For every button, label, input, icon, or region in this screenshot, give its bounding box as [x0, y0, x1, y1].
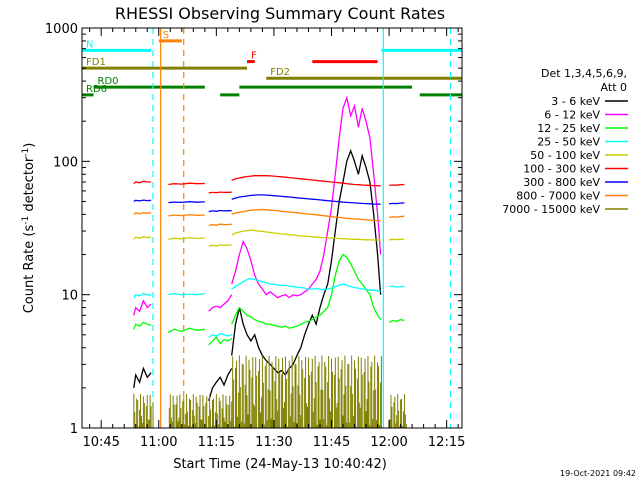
x-tick-label: 12:00 [370, 435, 407, 450]
indicator-label-fd1: FD1 [86, 57, 106, 68]
y-axis-label-end: ) [22, 143, 37, 148]
series-line [133, 180, 152, 185]
series-line [168, 214, 205, 217]
x-tick-label: 12:15 [428, 435, 465, 450]
y-axis-label-main: Count Rate (s [22, 225, 37, 314]
series-layer [133, 95, 407, 428]
series-line [208, 336, 233, 346]
x-axis-label: Start Time (24-May-13 10:40:42) [173, 457, 387, 472]
legend-entry-label: 100 - 300 keV [523, 163, 600, 176]
series-12-25-kev [133, 253, 405, 346]
series-line [168, 236, 205, 240]
axes: 1 10 100 1000 10:45 11:00 11:15 11:30 11:45 12:00… [45, 22, 465, 450]
y-tick-label: 1 [70, 422, 78, 437]
series-line [133, 292, 152, 298]
indicator-label-fd2: FD2 [270, 67, 290, 78]
series-line [168, 182, 205, 186]
series-line [133, 299, 152, 316]
x-tick-label: 10:45 [82, 435, 119, 450]
series-line [388, 318, 405, 323]
legend-entry-label: 800 - 7000 keV [516, 190, 600, 203]
series-line [231, 229, 381, 241]
series-line [208, 368, 233, 401]
series-100-300-kev [133, 174, 405, 194]
series-line [389, 183, 405, 187]
legend-header-2: Att 0 [601, 81, 627, 94]
series-line [208, 244, 232, 248]
indicator-label-s: S [163, 30, 169, 41]
series-line [389, 202, 405, 205]
series-line [208, 209, 232, 213]
plot-frame [81, 27, 463, 429]
series-line [133, 321, 152, 330]
series-line [168, 201, 205, 204]
series-line [168, 292, 205, 296]
series-7000-15000-kev [133, 355, 407, 428]
series-25-50-kev [133, 277, 405, 338]
legend-entry-label: 25 - 50 keV [537, 136, 600, 149]
y-tick-label: 10 [61, 289, 78, 304]
series-800-7000-kev [133, 208, 405, 227]
series-3-6-kev [133, 148, 382, 401]
series-line [168, 327, 205, 334]
series-300-800-kev [133, 194, 405, 213]
series-line [389, 285, 405, 288]
y-tick-label: 100 [53, 155, 78, 170]
legend-entry-label: 12 - 25 keV [537, 122, 600, 135]
y-axis-label-mid: detector [22, 156, 37, 216]
legend-header-1: Det 1,3,4,5,6,9, [541, 67, 627, 80]
legend-entry-label: 3 - 6 keV [551, 95, 600, 108]
indicator-label-f: F [251, 51, 257, 62]
series-6-12-kev [133, 95, 382, 316]
indicator-label-rd0: RD0 [98, 76, 119, 87]
legend-entry-label: 50 - 100 keV [530, 149, 600, 162]
vertical-marker-lines [152, 28, 452, 428]
series-line [389, 238, 405, 241]
legend-entry-label: 300 - 800 keV [523, 176, 600, 189]
series-50-100-kev [133, 229, 405, 248]
x-tick-label: 11:00 [140, 435, 177, 450]
footer-date: 19-Oct-2021 09:42 [560, 469, 636, 478]
series-line [208, 332, 232, 338]
series-line [231, 253, 382, 329]
series-line [133, 212, 152, 215]
series-line [208, 294, 233, 312]
indicator-label-n: N [86, 39, 93, 50]
x-tick-label: 11:15 [198, 435, 235, 450]
y-axis-label: Count Rate (s-1 detector-1) [21, 143, 37, 314]
series-line [231, 194, 381, 205]
legend-entry-label: 7000 - 15000 keV [502, 203, 600, 216]
series-line [208, 223, 232, 227]
legend-entry-label: 6 - 12 keV [544, 109, 600, 122]
series-line [231, 174, 381, 187]
series-line [133, 236, 152, 240]
series-line [133, 199, 152, 203]
indicator-label-rd6: RD6 [86, 84, 107, 95]
series-line [231, 148, 382, 377]
series-line [133, 366, 152, 388]
series-line [231, 277, 381, 292]
series-line [231, 95, 382, 299]
y-axis-label-sup1: -1 [21, 216, 31, 225]
chart-title: RHESSI Observing Summary Count Rates [115, 4, 445, 23]
series-line [208, 191, 232, 194]
y-axis-label-sup2: -1 [21, 148, 31, 157]
series-line [388, 215, 405, 219]
x-tick-label: 11:30 [255, 435, 292, 450]
x-tick-label: 11:45 [313, 435, 350, 450]
series-line [231, 208, 381, 222]
y-tick-label: 1000 [45, 22, 78, 37]
